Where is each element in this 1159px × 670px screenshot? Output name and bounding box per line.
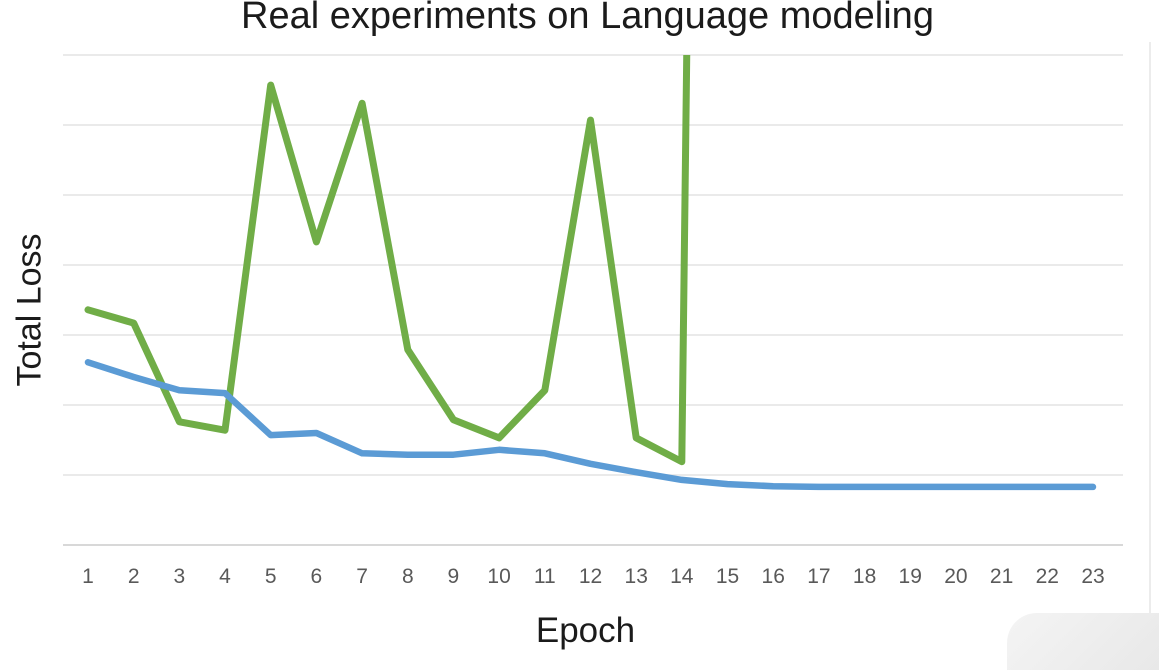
series-blue-line xyxy=(84,359,1097,491)
x-tick-label: 16 xyxy=(762,565,785,588)
x-tick-label: 17 xyxy=(807,565,830,588)
x-tick-label: 12 xyxy=(579,565,602,588)
x-tick-label: 1 xyxy=(82,565,94,588)
x-tick-label: 13 xyxy=(625,565,648,588)
x-tick-labels: 1 2 3 4 5 6 7 8 9 10 11 12 13 14 15 16 17 18 19 20 21 22 23 xyxy=(82,565,1105,588)
corner-overlay xyxy=(1007,613,1159,670)
x-tick-label: 18 xyxy=(853,565,876,588)
x-tick-label: 11 xyxy=(534,565,556,588)
series-green-line xyxy=(84,55,691,466)
x-tick-label: 20 xyxy=(944,565,967,588)
x-tick-label: 14 xyxy=(670,565,694,588)
x-axis-title: Epoch xyxy=(535,611,636,650)
x-tick-label: 23 xyxy=(1081,565,1104,588)
x-tick-label: 21 xyxy=(990,565,1013,588)
x-tick-label: 19 xyxy=(899,565,922,588)
frame-edge-line xyxy=(1149,42,1151,622)
x-tick-label: 3 xyxy=(174,565,186,588)
x-tick-label: 7 xyxy=(356,565,368,588)
x-tick-label: 6 xyxy=(311,565,323,588)
x-tick-label: 10 xyxy=(487,565,510,588)
x-tick-label: 15 xyxy=(716,565,739,588)
x-tick-label: 8 xyxy=(402,565,414,588)
x-tick-label: 4 xyxy=(219,565,231,588)
x-tick-label: 5 xyxy=(265,565,277,588)
x-tick-label: 22 xyxy=(1036,565,1059,588)
chart-title: Real experiments on Language modeling xyxy=(241,0,934,37)
x-tick-label: 2 xyxy=(128,565,140,588)
x-tick-label: 9 xyxy=(448,565,460,588)
